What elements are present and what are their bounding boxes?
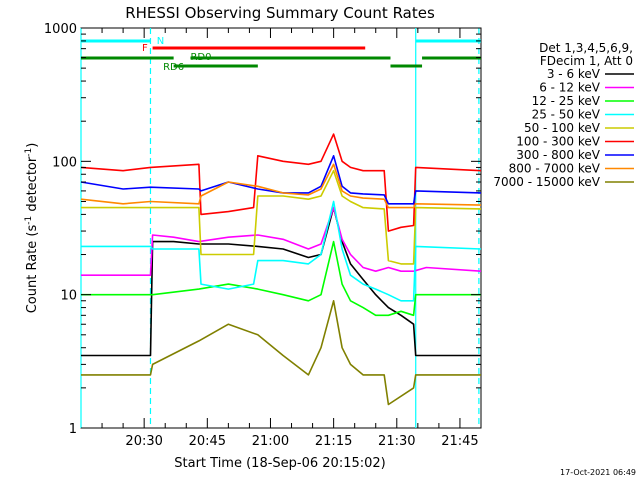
x-tick-label: 21:45 [441,434,478,449]
series-line [80,163,482,209]
legend-label: 300 - 800 keV [516,148,600,162]
legend-header-line-2: FDecim 1, Att 0 [540,54,633,68]
series-line [81,200,482,302]
x-axis-label: Start Time (18-Sep-06 20:15:02) [174,456,385,471]
x-tick-label: 21:00 [252,434,289,449]
y-axis-label-end: ) [25,143,40,148]
x-tick-label: 20:30 [125,434,162,449]
legend-label: 7000 - 15000 keV [493,175,600,189]
series-line [81,240,481,317]
chart-title: RHESSI Observing Summary Count Rates [125,4,435,22]
flag-label-rd6: RD6 [163,62,184,73]
legend-label: 6 - 12 keV [539,81,601,95]
flag-label-rd0: RD0 [190,52,211,63]
y-tick-label: 1 [69,422,77,437]
x-tick-label: 20:45 [189,434,226,449]
y-axis-label-sup1: -1 [24,216,34,225]
x-tick-label: 21:15 [315,434,352,449]
flag-label-f: F [142,43,148,54]
series-line [80,133,482,232]
series-line [81,169,482,265]
series-line [81,206,481,357]
y-tick-label: 100 [52,155,77,170]
footer-timestamp: 17-Oct-2021 06:49 [560,468,636,477]
legend-label: 50 - 100 keV [524,121,601,135]
flag-and-marker-layer: NF RD0 RD6 [80,28,481,428]
y-axis-label-mid: detector [25,156,40,216]
legend-header-line-1: Det 1,3,4,5,6,9, [539,41,633,55]
legend-label: 3 - 6 keV [547,67,601,81]
y-axis-label-sup2: -1 [24,148,34,157]
legend-label: 800 - 7000 keV [509,162,601,176]
legend-label: 12 - 25 keV [532,94,601,108]
legend-label: 25 - 50 keV [532,108,601,122]
series-line [81,300,481,406]
plot-frame [80,27,482,429]
legend-label: 100 - 300 keV [516,135,600,149]
series-line [80,155,482,205]
axis-ticks: 1 10 100 1000 20:30 20:45 21:00 21:15 21:30 21:45 [44,22,481,449]
y-axis-label-main: Count Rate (s [25,225,40,314]
series-layer [80,133,482,406]
x-tick-label: 21:30 [378,434,415,449]
y-tick-label: 10 [60,289,77,304]
y-tick-label: 1000 [44,22,77,37]
flag-label-n: N [157,36,164,47]
y-axis-label: Count Rate (s-1 detector-1) [24,143,40,314]
series-line [81,206,482,276]
